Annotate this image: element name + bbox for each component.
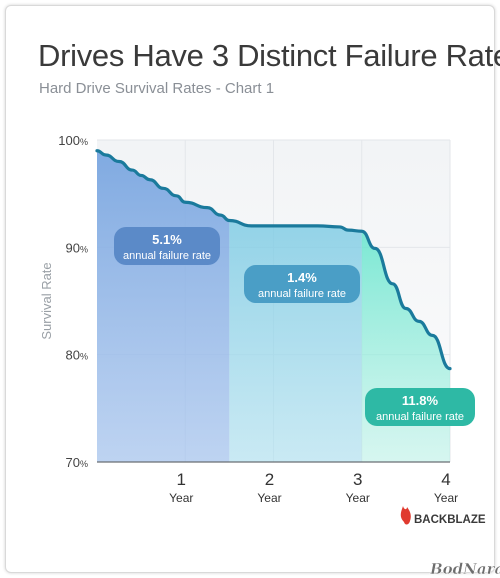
watermark: BodNara	[429, 560, 500, 578]
chart-subtitle: Hard Drive Survival Rates - Chart 1	[39, 80, 275, 97]
y-axis-ticks: 100% 90% 80% 70%	[58, 133, 88, 470]
rate-badge	[365, 388, 475, 426]
rate-badge	[114, 227, 220, 265]
rate-caption: annual failure rate	[123, 250, 211, 262]
x-tick-unit: Year	[346, 491, 370, 505]
x-tick-unit: Year	[434, 491, 458, 505]
x-tick-number: 3	[353, 470, 362, 489]
x-axis-ticks: 1 Year 2 Year 3 Year 4 Year	[169, 470, 458, 505]
rate-badge	[244, 265, 360, 303]
y-tick-label: 100%	[58, 133, 88, 148]
x-tick-unit: Year	[169, 491, 193, 505]
y-axis-label: Survival Rate	[39, 262, 54, 339]
backblaze-logo: BACKBLAZE	[400, 506, 486, 526]
x-tick-number: 2	[265, 470, 274, 489]
y-tick-label: 70%	[66, 455, 88, 470]
survival-line	[95, 149, 452, 371]
y-tick-label: 90%	[66, 240, 88, 255]
x-tick-number: 1	[177, 470, 186, 489]
rate-value: 1.4%	[287, 270, 317, 285]
x-tick-number: 4	[441, 470, 450, 489]
y-tick-label: 80%	[66, 348, 88, 363]
rate-value: 11.8%	[402, 393, 439, 408]
rate-caption: annual failure rate	[258, 288, 346, 300]
rate-value: 5.1%	[152, 232, 182, 247]
flame-icon	[400, 506, 411, 525]
brand-name: BACKBLAZE	[414, 514, 486, 526]
chart-title: Drives Have 3 Distinct Failure Rates	[38, 38, 500, 73]
rate-caption: annual failure rate	[376, 411, 464, 423]
x-tick-unit: Year	[257, 491, 281, 505]
rate-badges: 5.1% annual failure rate 1.4% annual failur…	[114, 227, 475, 426]
